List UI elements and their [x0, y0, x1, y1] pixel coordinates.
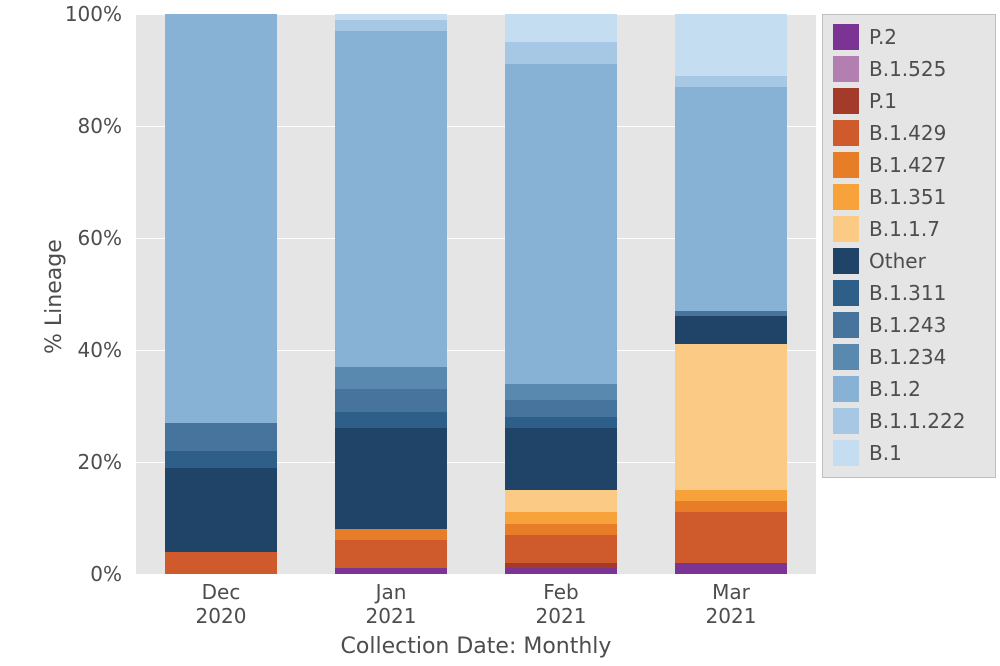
bar-segment — [505, 490, 617, 512]
bar-segment — [505, 563, 617, 569]
bar-segment — [335, 20, 447, 31]
legend-item: B.1 — [833, 437, 985, 469]
bar-segment — [505, 400, 617, 417]
ytick-label: 80% — [0, 114, 122, 138]
bar-segment — [335, 389, 447, 411]
bar-segment — [675, 563, 787, 574]
bar-segment — [675, 76, 787, 87]
bar-segment — [505, 512, 617, 523]
legend-swatch — [833, 216, 859, 242]
bar-segment — [335, 412, 447, 429]
legend-item: B.1.2 — [833, 373, 985, 405]
bar-segment — [335, 367, 447, 389]
bar-segment — [165, 552, 277, 574]
legend-item: B.1.1.7 — [833, 213, 985, 245]
legend-swatch — [833, 280, 859, 306]
y-axis-label: % Lineage — [42, 239, 67, 354]
bar-segment — [165, 468, 277, 552]
legend-swatch — [833, 376, 859, 402]
legend-label: B.1.1.7 — [869, 219, 940, 239]
legend-item: P.1 — [833, 85, 985, 117]
bar-segment — [505, 428, 617, 490]
xtick-label: Feb 2021 — [501, 580, 621, 628]
bar-segment — [675, 87, 787, 311]
bar-segment — [505, 384, 617, 401]
legend-swatch — [833, 184, 859, 210]
legend-label: B.1.2 — [869, 379, 921, 399]
legend-swatch — [833, 408, 859, 434]
bar-segment — [505, 64, 617, 383]
legend-swatch — [833, 440, 859, 466]
legend-label: B.1.429 — [869, 123, 946, 143]
legend-item: B.1.243 — [833, 309, 985, 341]
bar-segment — [335, 529, 447, 540]
legend-swatch — [833, 312, 859, 338]
legend-item: Other — [833, 245, 985, 277]
bar-segment — [675, 490, 787, 501]
legend-label: B.1.243 — [869, 315, 946, 335]
legend-swatch — [833, 248, 859, 274]
bar-segment — [505, 568, 617, 574]
legend-label: Other — [869, 251, 926, 271]
chart-stage: 0%20%40%60%80%100% Dec 2020Jan 2021Feb 2… — [0, 0, 1000, 666]
bar-segment — [675, 344, 787, 490]
ytick-label: 100% — [0, 2, 122, 26]
ytick-label: 0% — [0, 562, 122, 586]
legend-swatch — [833, 120, 859, 146]
legend-item: B.1.427 — [833, 149, 985, 181]
bar-segment — [675, 311, 787, 317]
legend-label: B.1.525 — [869, 59, 946, 79]
legend-item: B.1.234 — [833, 341, 985, 373]
bar-segment — [675, 316, 787, 344]
bar-segment — [335, 568, 447, 574]
xtick-label: Mar 2021 — [671, 580, 791, 628]
xtick-label: Dec 2020 — [161, 580, 281, 628]
legend-label: B.1.311 — [869, 283, 946, 303]
bar-segment — [335, 540, 447, 568]
legend-item: B.1.1.222 — [833, 405, 985, 437]
bar-segment — [675, 14, 787, 76]
legend-label: B.1.427 — [869, 155, 946, 175]
bar-segment — [165, 423, 277, 451]
xtick-label: Jan 2021 — [331, 580, 451, 628]
bar-segment — [335, 14, 447, 20]
legend-swatch — [833, 152, 859, 178]
legend-item: P.2 — [833, 21, 985, 53]
bar-segment — [165, 451, 277, 468]
legend: P.2 B.1.525 P.1 B.1.429 B.1.427 B.1.351 B.1.1.… — [822, 14, 996, 478]
legend-label: B.1.234 — [869, 347, 946, 367]
legend-swatch — [833, 88, 859, 114]
bar-segment — [505, 524, 617, 535]
legend-swatch — [833, 56, 859, 82]
bar-segment — [505, 42, 617, 64]
bar-segment — [505, 14, 617, 42]
legend-label: P.2 — [869, 27, 897, 47]
bar-segment — [335, 31, 447, 367]
legend-item: B.1.525 — [833, 53, 985, 85]
legend-label: B.1 — [869, 443, 902, 463]
bar-segment — [675, 512, 787, 562]
legend-item: B.1.311 — [833, 277, 985, 309]
x-axis-label: Collection Date: Monthly — [136, 634, 816, 659]
legend-item: B.1.351 — [833, 181, 985, 213]
bar-segment — [165, 14, 277, 423]
bar-segment — [335, 428, 447, 529]
bar-segment — [505, 417, 617, 428]
legend-swatch — [833, 24, 859, 50]
ytick-label: 20% — [0, 450, 122, 474]
bar-segment — [675, 501, 787, 512]
legend-label: B.1.1.222 — [869, 411, 965, 431]
legend-label: P.1 — [869, 91, 897, 111]
legend-item: B.1.429 — [833, 117, 985, 149]
legend-swatch — [833, 344, 859, 370]
legend-label: B.1.351 — [869, 187, 946, 207]
bar-segment — [505, 535, 617, 563]
